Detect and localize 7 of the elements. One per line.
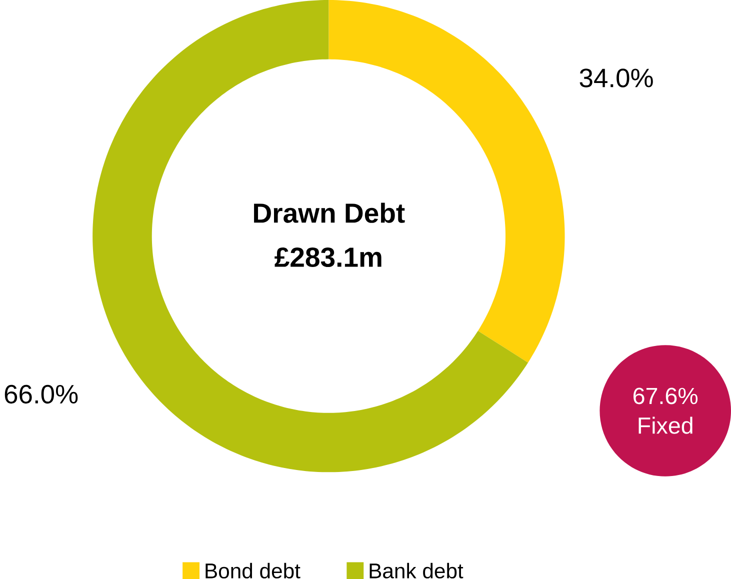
text: Drawn Debt — [254, 202, 405, 223]
data-label: 66.0% — [4, 384, 78, 404]
text: £283.1m — [274, 247, 382, 267]
text: 67.6% Fixed — [634, 388, 698, 434]
legend-label: Bond debt — [206, 562, 300, 578]
data-label: 34.0% — [580, 68, 653, 88]
legend-label: Bank debt — [370, 562, 464, 578]
